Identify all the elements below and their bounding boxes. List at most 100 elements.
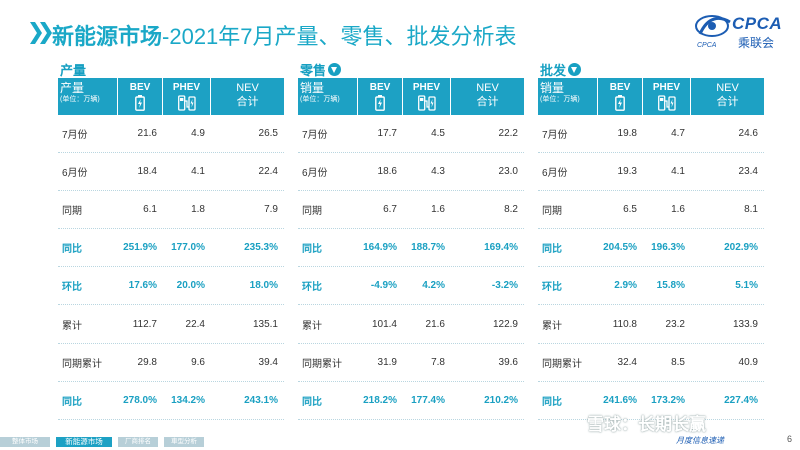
phev-value: 4.7 [671,128,685,140]
nev-value: 39.6 [498,356,518,368]
table-row: 6月份 18.6 4.3 23.0 [298,153,524,192]
phev-value: 9.6 [191,356,205,368]
slide-header: 新能源市场-2021年7月产量、零售、批发分析表 CPCA 乘联会 CPCA [0,0,800,52]
bev-value: 2.9% [614,280,637,292]
table-row: 环比 -4.9% 4.2% -3.2% [298,267,524,306]
phev-value: 21.6 [425,318,445,330]
table-row: 同期 6.7 1.6 8.2 [298,191,524,230]
phev-value: 1.6 [671,204,685,216]
swoosh-logo-icon [695,15,731,37]
cpca-logo: CPCA 乘联会 CPCA [694,12,794,52]
phev-value: 177.0% [171,242,205,254]
phev-header: PHEV [643,78,691,115]
row-label: 同期 [302,206,322,218]
watermark: 雪球：长期长赢 [587,415,706,434]
table-row: 6月份 18.4 4.1 22.4 [58,153,284,192]
nev-header: NEV 合计 [716,82,739,108]
table-row: 同比 164.9% 188.7% 169.4% [298,229,524,268]
bev-value: 21.6 [137,128,157,140]
table-header: 销量 (单位：万辆) BEV PHEV NEV 合计 [298,78,524,115]
bev-value: 32.4 [617,356,637,368]
row-label: 同比 [542,244,562,256]
down-arrow-icon [328,62,342,76]
table-row: 同期 6.5 1.6 8.1 [538,191,764,230]
row-label: 7月份 [542,130,568,142]
nev-value: 22.2 [498,128,518,140]
phev-value: 4.1 [671,166,685,178]
bev-value: 17.6% [128,280,157,292]
table-row: 同期累计 31.9 7.8 39.6 [298,344,524,382]
row-label: 同期 [62,206,82,218]
table-row: 同比 218.2% 177.4% 210.2% [298,382,524,420]
header-label-cell: 产量 (单位：万辆) [58,78,118,115]
nev-value: 24.6 [738,128,758,140]
row-label: 累计 [62,320,82,332]
phev-value: 8.5 [671,356,685,368]
table-row: 同比 241.6% 173.2% 227.4% [538,382,764,420]
table-row: 累计 101.4 21.6 122.9 [298,305,524,344]
bev-value: 19.3 [617,166,637,178]
nev-value: 8.2 [504,204,518,216]
header-label-cell: 销量 (单位：万辆) [298,78,358,115]
row-label: 同期累计 [542,358,582,370]
nev-value: 40.9 [738,356,758,368]
footer-tab-overall[interactable]: 整体市场 [0,437,50,447]
bev-value: 29.8 [137,356,157,368]
nev-value: 235.3% [244,242,278,254]
chevron-right-icon [30,22,42,44]
bev-value: 110.8 [612,318,637,330]
panel-title: 零售 [298,60,524,78]
table-row: 同期累计 29.8 9.6 39.4 [58,344,284,382]
row-label: 同期 [542,206,562,218]
nev-value: -3.2% [491,280,518,292]
bev-value: 18.4 [137,166,157,178]
nev-value: 18.0% [249,280,278,292]
footer-tab-nev[interactable]: 新能源市场 [56,437,112,447]
row-label: 同比 [302,244,322,256]
nev-header: NEV 合计 [236,82,259,108]
footer-tab-oem[interactable]: 厂商排名 [118,437,158,447]
row-label: 同比 [542,396,562,408]
nev-value: 122.9 [492,318,518,330]
phev-value: 188.7% [411,242,445,254]
fuel-pump-battery-icon [657,95,676,111]
page-number: 6 [786,434,792,444]
table-row: 同比 278.0% 134.2% 243.1% [58,382,284,420]
nev-value: 39.4 [258,356,278,368]
row-label: 环比 [302,282,322,294]
bev-value: 241.6% [603,394,637,406]
production-panel: 产量 产量 (单位：万辆) BEV PHEV NEV 合计 7月份 21.6 4.9… [58,60,284,420]
table-row: 环比 17.6% 20.0% 18.0% [58,267,284,306]
row-label: 累计 [542,320,562,332]
row-label: 6月份 [302,168,328,180]
nev-value: 22.4 [258,166,278,178]
table-row: 同比 251.9% 177.0% 235.3% [58,229,284,268]
table-row: 环比 2.9% 15.8% 5.1% [538,267,764,306]
chevron-right-icon [40,22,52,44]
bev-value: -4.9% [370,280,397,292]
row-label: 环比 [542,282,562,294]
nev-value: 169.4% [484,242,518,254]
bev-header: BEV [358,78,403,115]
wholesale-panel: 批发 销量 (单位：万辆) BEV PHEV NEV 合计 7月份 19.8 4.7… [538,60,764,420]
battery-icon [135,95,145,111]
nev-value: 8.1 [744,204,758,216]
nev-value: 133.9 [732,318,758,330]
retail-panel: 零售 销量 (单位：万辆) BEV PHEV NEV 合计 7月份 17.7 4.5… [298,60,524,420]
phev-value: 20.0% [176,280,205,292]
bev-value: 6.5 [623,204,637,216]
nev-value: 26.5 [258,128,278,140]
row-label: 6月份 [62,168,88,180]
phev-value: 1.6 [431,204,445,216]
bev-value: 278.0% [123,394,157,406]
fuel-pump-battery-icon [177,95,196,111]
phev-value: 177.4% [411,394,445,406]
phev-value: 4.1 [191,166,205,178]
phev-value: 4.2% [422,280,445,292]
table-header: 产量 (单位：万辆) BEV PHEV NEV 合计 [58,78,284,115]
phev-header: PHEV [163,78,211,115]
nev-value: 23.0 [498,166,518,178]
row-label: 同期累计 [302,358,342,370]
table-row: 累计 112.7 22.4 135.1 [58,305,284,344]
footer-tab-model[interactable]: 車型分析 [164,437,204,447]
